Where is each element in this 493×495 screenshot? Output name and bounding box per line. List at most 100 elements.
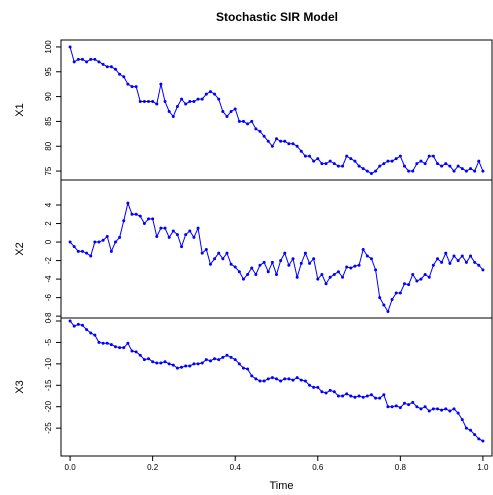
point [415, 279, 419, 283]
point [188, 364, 192, 368]
point [254, 127, 258, 131]
point [200, 251, 204, 255]
point [101, 62, 105, 66]
point [155, 102, 159, 106]
point [258, 379, 262, 383]
point [151, 217, 155, 221]
point [180, 97, 184, 101]
point [208, 359, 212, 363]
y-tick-label: 0 [44, 318, 53, 323]
point [423, 272, 427, 276]
point [407, 283, 411, 287]
point [345, 392, 349, 396]
point [398, 406, 402, 410]
point [361, 247, 365, 251]
point [349, 157, 353, 161]
point [225, 114, 229, 118]
point [109, 249, 113, 253]
point [68, 240, 72, 244]
point [200, 361, 204, 365]
point [279, 379, 283, 383]
point [184, 233, 188, 237]
point [320, 390, 324, 394]
point [303, 154, 307, 158]
point [122, 219, 126, 223]
point [390, 405, 394, 409]
point [473, 169, 477, 173]
point [97, 240, 101, 244]
point [241, 119, 245, 123]
point [109, 343, 113, 347]
point [229, 262, 233, 266]
point [76, 322, 80, 326]
point [270, 144, 274, 148]
point [291, 257, 295, 261]
point [332, 162, 336, 166]
point [246, 272, 250, 276]
point [233, 265, 237, 269]
point [440, 408, 444, 412]
point [336, 394, 340, 398]
point [113, 345, 117, 349]
point [436, 162, 440, 166]
point [394, 157, 398, 161]
point [85, 60, 89, 64]
y-tick-label: -15 [44, 379, 53, 391]
point [378, 164, 382, 168]
chart-title: Stochastic SIR Model [216, 10, 338, 24]
point [357, 394, 361, 398]
point [448, 261, 452, 265]
point [97, 60, 101, 64]
point [118, 72, 122, 76]
point [423, 162, 427, 166]
point [229, 109, 233, 113]
point [241, 277, 245, 281]
x-axis-label: Time [269, 480, 293, 492]
point [464, 426, 468, 430]
point [312, 257, 316, 261]
series-line [69, 201, 484, 313]
point [204, 358, 208, 362]
point [89, 57, 93, 61]
point [159, 82, 163, 86]
point [122, 346, 126, 350]
point [221, 109, 225, 113]
x-tick-label: 0.4 [230, 463, 242, 472]
point [221, 257, 225, 261]
point [122, 75, 126, 79]
point [213, 257, 217, 261]
y-tick-label: -25 [44, 422, 53, 434]
y-tick-label: 85 [44, 116, 53, 125]
point [411, 272, 415, 276]
point [134, 212, 138, 216]
point [180, 245, 184, 249]
point [262, 379, 266, 383]
point [130, 212, 134, 216]
point [448, 164, 452, 168]
point [295, 275, 299, 279]
point [250, 266, 254, 270]
point [341, 164, 345, 168]
point [436, 257, 440, 261]
point [163, 226, 167, 230]
point [402, 164, 406, 168]
point [80, 249, 84, 253]
point [217, 358, 221, 362]
point [365, 169, 369, 173]
point [411, 169, 415, 173]
point [427, 409, 431, 413]
point [407, 403, 411, 407]
point [328, 275, 332, 279]
point [254, 272, 258, 276]
point [469, 254, 473, 258]
point [407, 169, 411, 173]
point [171, 114, 175, 118]
point [345, 154, 349, 158]
point [353, 395, 357, 399]
point [357, 263, 361, 267]
point [246, 367, 250, 371]
point [436, 407, 440, 411]
point [365, 394, 369, 398]
y-tick-label: 75 [44, 166, 53, 175]
point [378, 396, 382, 400]
